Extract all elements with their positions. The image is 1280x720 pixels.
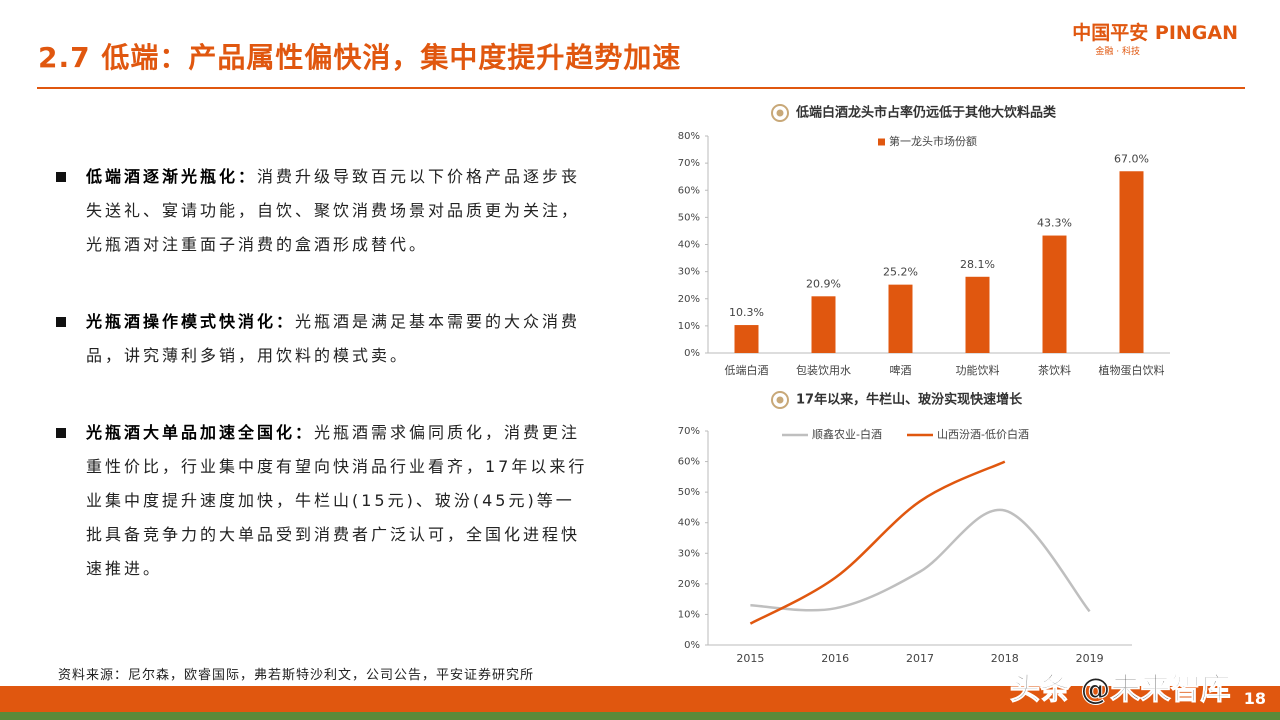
page-number: 18 (1243, 689, 1266, 708)
footer-bar (0, 686, 1280, 712)
slide-title: 2.7 低端：产品属性偏快消，集中度提升趋势加速 (38, 41, 682, 74)
y-tick-label: 40% (678, 240, 700, 251)
x-tick-label: 茶饮料 (1038, 363, 1071, 377)
x-tick-label: 植物蛋白饮料 (1099, 363, 1165, 377)
bullet: 光瓶酒操作模式快消化：光瓶酒是满足基本需要的大众消费品，讲究薄利多销，用饮料的模… (56, 305, 591, 373)
bar (1119, 171, 1144, 353)
source: 资料来源：尼尔森，欧睿国际，弗若斯特沙利文，公司公告，平安证券研究所 (58, 668, 535, 683)
x-tick-label: 2017 (906, 652, 934, 665)
bullet-title: 光瓶酒操作模式快消化： (86, 312, 296, 331)
value-label: 67.0% (1114, 152, 1149, 165)
x-tick-label: 2019 (1076, 652, 1104, 665)
bullet: 光瓶酒大单品加速全国化：光瓶酒需求偏同质化，消费更注重性价比，行业集中度有望向快… (56, 416, 591, 586)
bullet-text: 光瓶酒是满足基本需要的大众消费品，讲究薄利多销，用饮料的模式卖。 (86, 312, 581, 365)
value-label: 20.9% (806, 277, 841, 290)
y-tick-label: 30% (678, 548, 700, 559)
y-tick-label: 0% (684, 348, 700, 359)
title-rule (37, 87, 1245, 89)
value-label: 10.3% (729, 306, 764, 319)
bullet-title: 光瓶酒大单品加速全国化： (86, 423, 315, 442)
title-icon (771, 104, 789, 122)
y-tick-label: 10% (678, 321, 700, 332)
bullet-title: 低端酒逐渐光瓶化： (86, 167, 258, 186)
bullet: 低端酒逐渐光瓶化：消费升级导致百元以下价格产品逐步丧失送礼、宴请功能，自饮、聚饮… (56, 160, 591, 262)
legend-swatch (878, 138, 885, 146)
chart-title: 低端白酒龙头市占率仍远低于其他大饮料品类 (795, 105, 1057, 121)
footer-strip (0, 712, 1280, 720)
bullet-text: 消费升级导致百元以下价格产品逐步丧失送礼、宴请功能，自饮、聚饮消费场景对品质更为… (86, 167, 581, 254)
bar (965, 276, 990, 353)
bar (811, 296, 836, 353)
title-icon-dot (776, 109, 784, 117)
bar (1042, 235, 1067, 353)
logo: 中国平安 PINGAN (1072, 22, 1238, 44)
y-tick-label: 30% (678, 267, 700, 278)
y-tick-label: 10% (678, 609, 700, 620)
x-tick-label: 2018 (991, 652, 1019, 665)
value-label: 28.1% (960, 258, 995, 271)
y-tick-label: 50% (678, 487, 700, 498)
y-tick-label: 60% (678, 185, 700, 196)
value-label: 25.2% (883, 266, 918, 279)
logo-sub: 金融 · 科技 (1095, 47, 1140, 57)
x-tick-label: 功能饮料 (956, 363, 1000, 377)
x-tick-label: 2016 (821, 652, 849, 665)
y-tick-label: 80% (678, 131, 700, 142)
x-tick-label: 包装饮用水 (796, 364, 851, 377)
title-icon (771, 391, 789, 409)
y-tick-label: 40% (678, 518, 700, 529)
y-tick-label: 20% (678, 294, 700, 305)
y-tick-label: 70% (678, 158, 700, 169)
y-tick-label: 70% (678, 426, 700, 437)
y-tick-label: 20% (678, 579, 700, 590)
line-series (749, 460, 1006, 625)
y-tick-label: 0% (684, 640, 700, 651)
x-tick-label: 低端白酒 (725, 363, 769, 377)
legend-label: 第一龙头市场份额 (889, 134, 977, 148)
bullet-text: 光瓶酒需求偏同质化，消费更注重性价比，行业集中度有望向快消品行业看齐，17年以来… (86, 423, 588, 578)
legend-label: 顺鑫农业-白酒 (812, 427, 882, 441)
watermark: 头条 @未来智库 (1009, 672, 1231, 708)
x-tick-label: 啤酒 (890, 363, 912, 377)
y-tick-label: 50% (678, 212, 700, 223)
chart-title: 17年以来，牛栏山、玻汾实现快速增长 (796, 392, 1023, 408)
title-icon-dot (776, 396, 784, 404)
x-tick-label: 2015 (736, 652, 764, 665)
bar (734, 325, 759, 353)
line-series (750, 508, 1091, 613)
legend-label: 山西汾酒-低价白酒 (937, 427, 1029, 441)
y-tick-label: 60% (678, 457, 700, 468)
bar (888, 284, 913, 353)
value-label: 43.3% (1037, 217, 1072, 230)
